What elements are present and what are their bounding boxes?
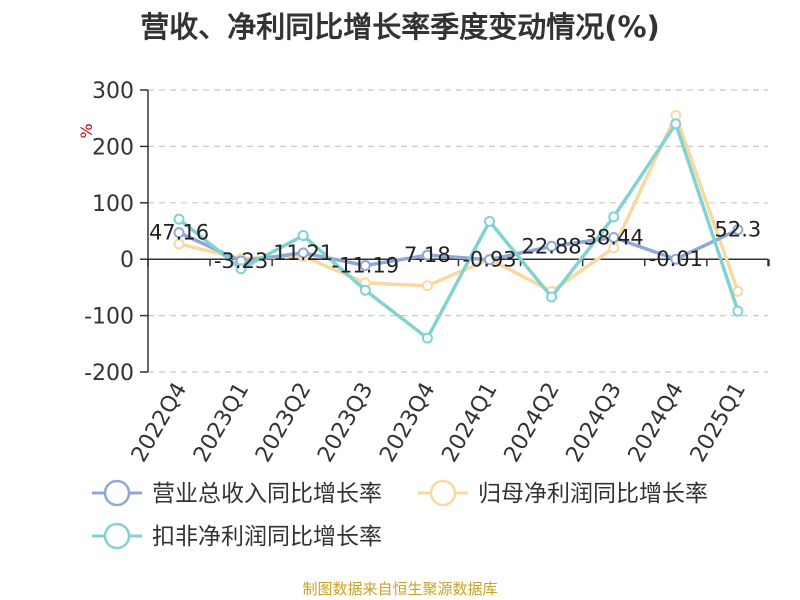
legend-label: 归母净利润同比增长率 — [478, 481, 708, 507]
x-tick-label: 2023Q4 — [375, 379, 440, 467]
x-tick-label: 2024Q3 — [562, 379, 627, 467]
chart-title: 营收、净利同比增长率季度变动情况(%) — [140, 10, 660, 44]
data-point — [173, 238, 185, 250]
legend-label: 扣非净利润同比增长率 — [152, 524, 382, 550]
data-point — [484, 215, 495, 227]
x-tick-label: 2024Q1 — [437, 379, 502, 467]
y-tick-label: 100 — [92, 192, 134, 217]
x-tick-label: 2023Q1 — [189, 379, 254, 467]
data-label: 38.44 — [584, 226, 644, 250]
data-point — [359, 284, 371, 296]
data-label: 7.18 — [404, 243, 451, 267]
source-note: 制图数据来自恒生聚源数据库 — [302, 580, 498, 598]
x-tick-label: 2022Q4 — [127, 379, 192, 467]
legend-marker — [429, 479, 457, 507]
y-tick-label: -200 — [84, 361, 134, 386]
data-label: 52.3 — [715, 218, 762, 242]
data-point — [732, 224, 744, 236]
series-line — [178, 228, 739, 268]
data-label: -0.01 — [649, 247, 703, 271]
x-tick-label: 2024Q2 — [499, 379, 564, 467]
legend-item: 营业总收入同比增长率 — [92, 479, 382, 507]
x-tick-label: 2025Q1 — [686, 379, 751, 467]
data-point — [297, 230, 309, 242]
data-point — [608, 211, 620, 223]
data-point — [173, 213, 185, 225]
x-tick-label: 2023Q3 — [313, 379, 378, 467]
data-point — [732, 285, 744, 297]
legend-label: 营业总收入同比增长率 — [152, 481, 382, 507]
data-label: 11.21 — [273, 241, 333, 265]
y-tick-label: -100 — [84, 305, 134, 330]
data-point — [421, 332, 433, 344]
data-point — [235, 263, 247, 275]
data-point — [173, 227, 185, 239]
y-tick-label: 300 — [92, 79, 134, 104]
data-point — [608, 232, 620, 244]
data-point — [421, 280, 433, 292]
data-point — [421, 249, 433, 261]
legend-marker — [103, 522, 131, 550]
data-point — [670, 253, 682, 265]
x-tick-label: 2023Q2 — [251, 379, 316, 467]
y-axis-label: % — [77, 123, 96, 138]
data-point — [297, 247, 309, 259]
data-point — [608, 242, 620, 254]
data-point — [484, 254, 495, 266]
data-point — [732, 305, 744, 317]
series-lines — [173, 109, 744, 344]
data-point — [546, 291, 558, 303]
legend-item: 归母净利润同比增长率 — [418, 479, 708, 507]
legend-item: 扣非净利润同比增长率 — [92, 522, 382, 550]
data-label: -3.23 — [214, 249, 268, 273]
data-point — [670, 118, 682, 130]
data-label: 22.88 — [522, 234, 582, 258]
data-point — [359, 260, 371, 272]
x-tick-label: 2024Q4 — [624, 379, 689, 467]
data-label: 47.16 — [149, 221, 209, 245]
grid-lines — [148, 89, 768, 373]
series-line — [177, 122, 740, 340]
data-point — [546, 240, 558, 252]
y-tick-label: 200 — [92, 135, 134, 160]
y-tick-label: 0 — [120, 248, 134, 273]
legend-marker — [103, 479, 131, 507]
data-label: -0.93 — [462, 248, 516, 272]
data-label: -11.19 — [331, 254, 399, 278]
